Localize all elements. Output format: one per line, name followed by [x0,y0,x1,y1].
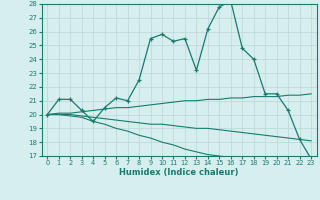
X-axis label: Humidex (Indice chaleur): Humidex (Indice chaleur) [119,168,239,177]
